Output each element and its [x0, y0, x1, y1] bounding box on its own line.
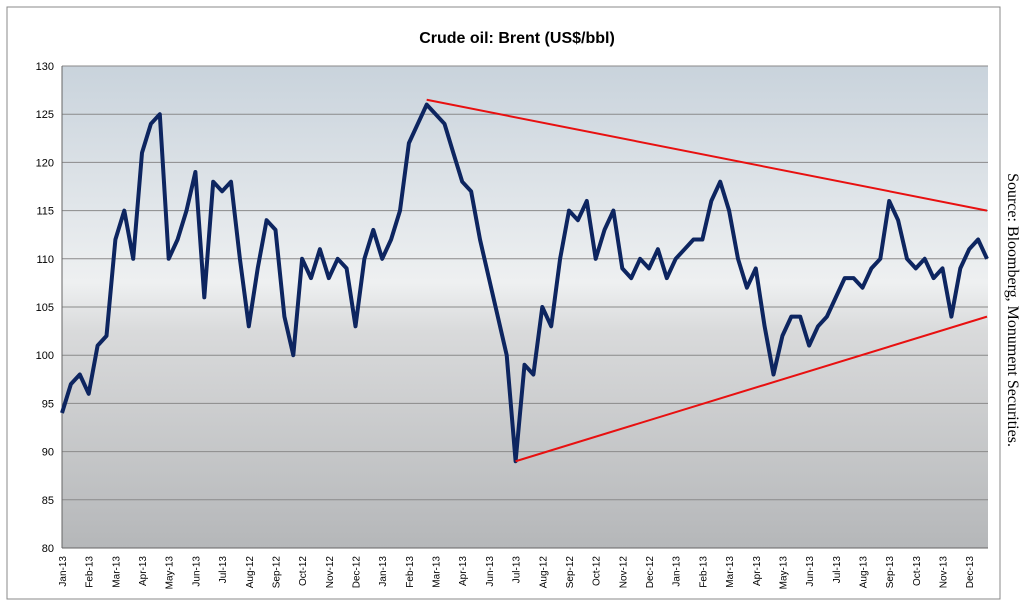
x-tick-label: May-13 — [778, 556, 789, 590]
x-tick-label: Dec-12 — [645, 556, 656, 589]
x-tick-label: Feb-13 — [405, 556, 416, 588]
x-tick-label: Feb-13 — [85, 556, 96, 588]
x-tick-label: Apr-13 — [458, 556, 469, 586]
x-tick-label: Jun-13 — [191, 556, 202, 587]
x-tick-label: Jul-13 — [218, 556, 229, 584]
x-tick-label: Oct-12 — [298, 556, 309, 586]
chart-title: Crude oil: Brent (US$/bbl) — [419, 30, 615, 47]
y-tick-label: 100 — [36, 350, 54, 362]
x-tick-label: Feb-13 — [698, 556, 709, 588]
x-tick-label: Nov-13 — [939, 556, 950, 589]
x-tick-label: Dec-12 — [352, 556, 363, 589]
x-tick-label: Jan-13 — [58, 556, 69, 587]
x-tick-label: May-13 — [165, 556, 176, 590]
x-tick-label: Dec-13 — [965, 556, 976, 589]
x-tick-label: Jan-13 — [378, 556, 389, 587]
y-tick-label: 110 — [36, 254, 54, 266]
x-tick-label: Jun-13 — [485, 556, 496, 587]
y-tick-label: 120 — [36, 157, 54, 169]
y-tick-label: 105 — [36, 302, 54, 314]
x-tick-label: Mar-13 — [432, 556, 443, 588]
y-tick-label: 125 — [36, 109, 54, 121]
x-tick-label: Jan-13 — [672, 556, 683, 587]
x-tick-label: Aug-12 — [245, 556, 256, 589]
y-tick-label: 90 — [42, 447, 54, 459]
y-tick-label: 95 — [42, 398, 54, 410]
x-tick-label: Mar-13 — [111, 556, 122, 588]
x-tick-label: Jul-13 — [832, 556, 843, 584]
x-tick-label: Oct-12 — [592, 556, 603, 586]
source-note: Source: Bloomberg, Monument Securities. — [1004, 173, 1021, 447]
x-tick-label: Sep-12 — [271, 556, 282, 589]
x-tick-label: Nov-12 — [618, 556, 629, 589]
x-tick-label: Apr-13 — [752, 556, 763, 586]
y-tick-label: 80 — [42, 543, 54, 555]
x-tick-label: Nov-12 — [325, 556, 336, 589]
x-tick-label: Mar-13 — [725, 556, 736, 588]
x-tick-label: Sep-12 — [565, 556, 576, 589]
x-tick-label: Aug-13 — [858, 556, 869, 589]
y-tick-label: 130 — [36, 61, 54, 73]
x-tick-label: Sep-13 — [885, 556, 896, 589]
y-tick-label: 85 — [42, 495, 54, 507]
y-tick-label: 115 — [36, 206, 54, 218]
x-tick-label: Aug-12 — [538, 556, 549, 589]
x-tick-label: Jul-13 — [512, 556, 523, 584]
chart: Crude oil: Brent (US$/bbl) Source: Bloom… — [0, 0, 1022, 606]
x-tick-label: Jun-13 — [805, 556, 816, 587]
x-tick-label: Oct-13 — [912, 556, 923, 586]
x-tick-label: Apr-13 — [138, 556, 149, 586]
